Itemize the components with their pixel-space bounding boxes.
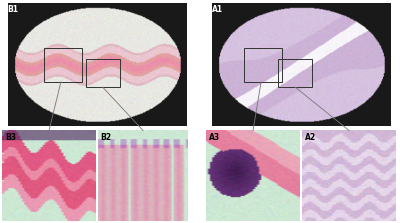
Bar [244,48,282,82]
Text: B1: B1 [8,5,19,14]
Bar [44,48,82,82]
Text: A2: A2 [305,133,316,142]
Text: A3: A3 [209,133,220,142]
Bar [86,58,120,87]
Bar [278,58,312,87]
Text: B2: B2 [101,133,112,142]
Text: A1: A1 [212,5,223,14]
Text: B3: B3 [5,133,16,142]
